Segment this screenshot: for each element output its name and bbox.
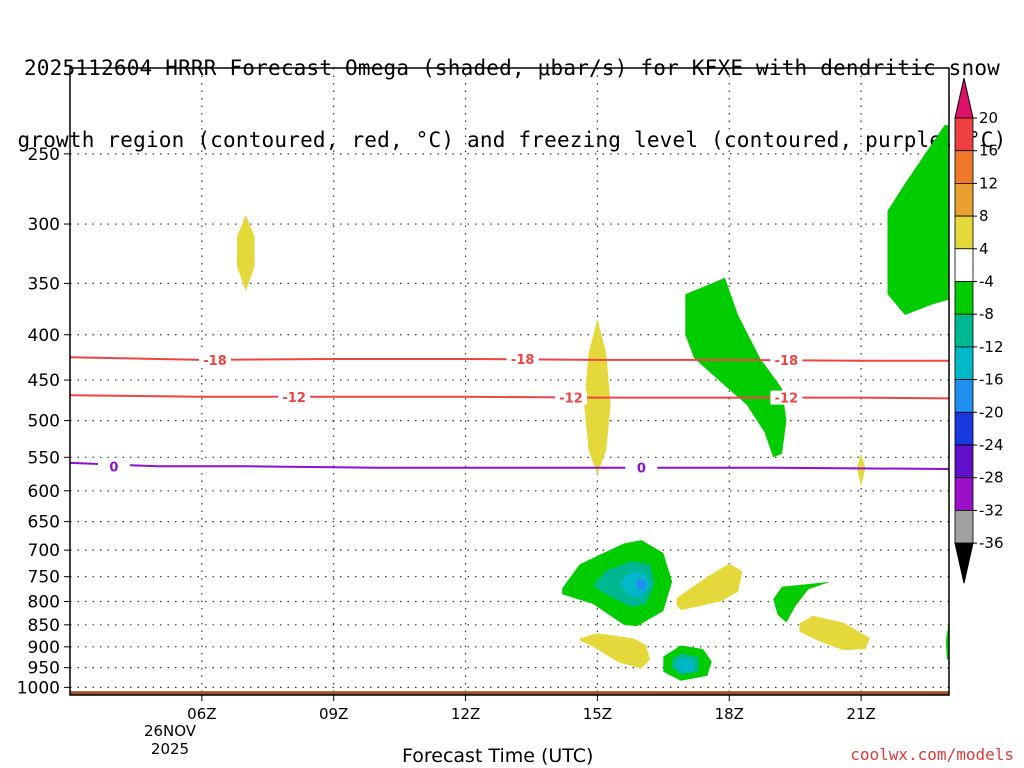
contour-label-bg — [199, 352, 232, 367]
contour-label-bg — [506, 351, 539, 366]
colorbar-swatch — [954, 346, 974, 380]
y-tick-label: 800 — [28, 593, 60, 613]
x-tick-label: 06Z — [187, 705, 216, 723]
x-tick-label: 18Z — [715, 705, 744, 723]
colorbar-tick-label: 12 — [979, 174, 998, 192]
omega-region — [237, 215, 255, 291]
plot-frame — [69, 67, 950, 696]
omega-region — [619, 570, 651, 598]
colorbar-swatch — [954, 117, 974, 152]
contour-label: -12 — [282, 391, 306, 406]
colorbar-tick-label: -20 — [979, 403, 1004, 421]
contour-label-bg — [97, 459, 130, 474]
contour-label: 0 — [109, 460, 118, 475]
contour-label: 0 — [637, 462, 646, 477]
colorbar-tick-label: -8 — [979, 305, 994, 323]
contour-label: -18 — [203, 354, 227, 369]
colorbar-swatch — [954, 313, 974, 348]
omega-region — [773, 581, 831, 623]
credit-link[interactable]: coolwx.com/models — [850, 745, 1014, 764]
y-tick-label: 400 — [28, 326, 60, 346]
colorbar-tick-label: 20 — [979, 109, 998, 127]
x-tick-label: 09Z — [319, 705, 348, 723]
colorbar-swatch — [954, 411, 974, 446]
colorbar-tick-label: -16 — [979, 371, 1004, 389]
contour-label-bg — [770, 390, 803, 405]
colorbar-swatch — [954, 444, 974, 479]
colorbar-tick-label: -32 — [979, 501, 1004, 519]
colorbar-bottom-arrow — [954, 542, 974, 584]
omega-region — [637, 578, 646, 591]
colorbar-swatch — [954, 248, 974, 282]
y-tick-label: 250 — [28, 145, 60, 165]
colorbar-tick-label: -12 — [979, 338, 1004, 356]
omega-region — [887, 125, 949, 315]
date-day-label: 26NOV — [143, 722, 197, 740]
colorbar-tick-label: -28 — [979, 469, 1004, 487]
contour-label: -18 — [775, 354, 799, 369]
omega-region — [856, 453, 866, 487]
x-axis-title: Forecast Time (UTC) — [402, 745, 594, 767]
y-tick-label: 500 — [28, 412, 60, 432]
omega-shading: -18 -18 -18 -12 -12 -12 0 0 — [70, 125, 949, 681]
omega-region — [676, 657, 695, 673]
contour-label: -12 — [559, 392, 583, 407]
omega-region — [579, 633, 651, 669]
y-tick-label: 600 — [28, 482, 60, 502]
y-tick-label: 350 — [28, 274, 60, 294]
terrain-bar — [70, 691, 949, 695]
y-tick-label: 550 — [28, 448, 60, 468]
contour-label-bg — [278, 389, 311, 404]
y-tick-label: 300 — [28, 215, 60, 235]
y-tick-label: 450 — [28, 371, 60, 391]
x-tick-label: 12Z — [451, 705, 480, 723]
colorbar-tick-label: -36 — [979, 534, 1004, 552]
contour-label: -18 — [511, 353, 535, 368]
colorbar-tick-label: 4 — [979, 240, 989, 258]
colorbar-swatch — [954, 281, 974, 315]
colorbar-swatch — [954, 477, 974, 511]
contour-label-bg — [555, 390, 588, 405]
colorbar-swatch — [954, 150, 974, 184]
y-tick-label: 650 — [28, 513, 60, 533]
omega-region — [799, 615, 870, 651]
x-tick-label: 15Z — [583, 705, 612, 723]
chart-title-line2: growth region (contoured, red, °C) and f… — [17, 128, 1007, 152]
colorbar-swatch — [954, 215, 974, 250]
y-tick-label: 700 — [28, 541, 60, 561]
colorbar-top-arrow — [954, 77, 974, 119]
contour-label-bg — [625, 460, 658, 475]
colorbar-tick-label: -4 — [979, 273, 994, 291]
contour-line — [70, 394, 949, 400]
contour-label: -12 — [775, 392, 799, 407]
y-tick-label: 750 — [28, 568, 60, 588]
colorbar-swatch — [954, 379, 974, 413]
y-tick-label: 950 — [28, 659, 60, 679]
y-tick-label: 900 — [28, 638, 60, 658]
contour-line — [70, 461, 949, 470]
colorbar-tick-label: 8 — [979, 207, 989, 225]
y-tick-label: 1000 — [17, 678, 60, 698]
colorbar-swatch — [954, 182, 974, 217]
omega-region — [685, 277, 787, 458]
x-tick-label: 21Z — [846, 705, 875, 723]
contour-label-bg — [770, 352, 803, 367]
colorbar-swatch — [954, 509, 974, 544]
colorbar-tick-label: 16 — [979, 142, 998, 160]
date-year-label: 2025 — [150, 740, 190, 758]
omega-region — [945, 620, 949, 660]
omega-region — [676, 563, 743, 611]
y-tick-label: 850 — [28, 616, 60, 636]
colorbar-tick-label: -24 — [979, 436, 1004, 454]
